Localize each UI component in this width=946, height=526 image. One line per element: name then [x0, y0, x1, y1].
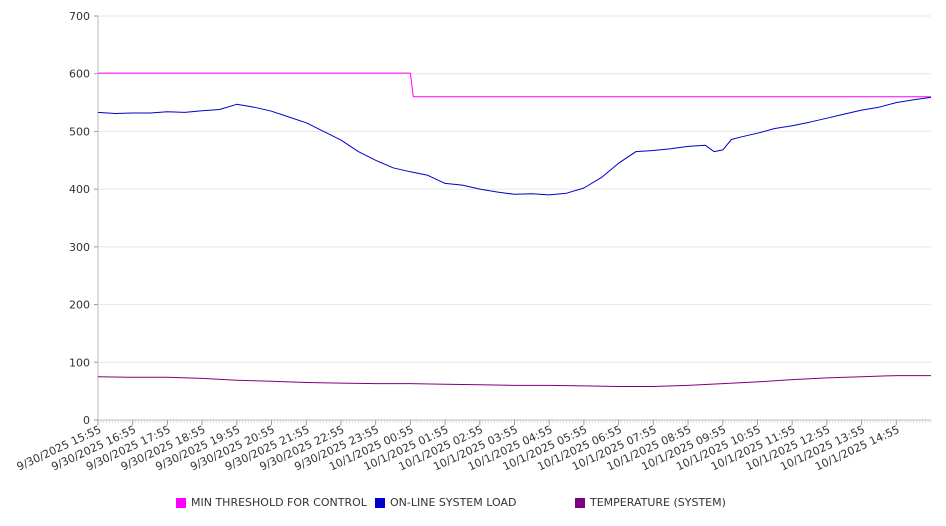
series-lines: [97, 72, 932, 387]
y-tick-label: 600: [69, 68, 90, 81]
legend-label: TEMPERATURE (SYSTEM): [590, 496, 726, 509]
legend-label: ON-LINE SYSTEM LOAD: [390, 496, 517, 509]
y-tick-label: 200: [69, 299, 90, 312]
y-tick-label: 700: [69, 10, 90, 23]
legend-swatch-magenta: [176, 497, 186, 508]
y-tick-label: 100: [69, 356, 90, 369]
gridlines: [98, 15, 931, 363]
series-line-0: [98, 72, 931, 98]
legend-swatch-blue: [375, 497, 385, 508]
series-line-2: [97, 375, 931, 387]
legend-item-temperature[interactable]: TEMPERATURE (SYSTEM): [575, 496, 726, 509]
y-tick-label: 0: [83, 414, 90, 427]
legend: MIN THRESHOLD FOR CONTROL ON-LINE SYSTEM…: [0, 496, 946, 516]
legend-label: MIN THRESHOLD FOR CONTROL: [191, 496, 367, 509]
line-chart: 0 100 200 300 400 500 600 700 9/30/2025 15:559/…: [15, 10, 932, 473]
legend-item-system-load[interactable]: ON-LINE SYSTEM LOAD: [375, 496, 516, 509]
legend-item-min-threshold[interactable]: MIN THRESHOLD FOR CONTROL: [176, 496, 367, 509]
series-line-1: [97, 96, 932, 196]
y-tick-label: 400: [69, 183, 90, 196]
y-tick-label: 500: [69, 125, 90, 138]
y-tick-label: 300: [69, 241, 90, 254]
x-axis: 9/30/2025 15:559/30/2025 16:559/30/2025 …: [15, 419, 932, 473]
y-axis: 0 100 200 300 400 500 600 700: [69, 10, 99, 427]
legend-swatch-purple: [575, 497, 585, 508]
